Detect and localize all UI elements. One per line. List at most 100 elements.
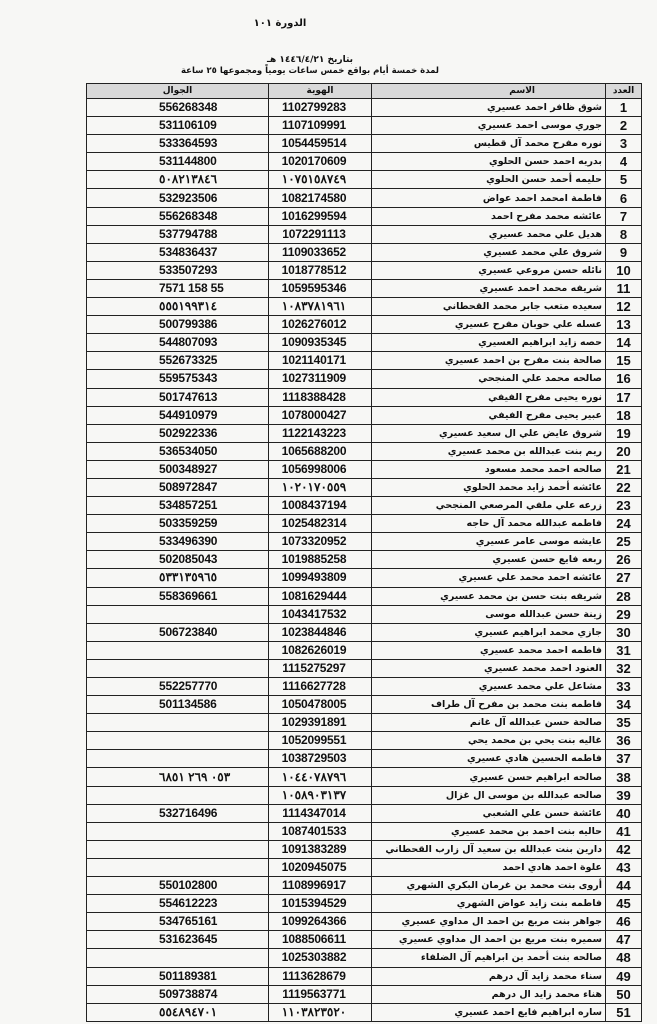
row-mobile: 501747613 xyxy=(86,387,269,407)
row-name: عائشه أحمد زايد محمد الحلوي xyxy=(371,477,606,498)
row-name: علوة احمد هادي احمد xyxy=(371,857,606,878)
row-number: 26 xyxy=(605,550,642,570)
row-number: 7 xyxy=(605,206,642,226)
table-row: 26 ربعه فايع حسن عسيري 1019885258 502085043 xyxy=(86,550,642,570)
row-name: فاطمه عبدالله محمد آل حاجه xyxy=(371,514,606,534)
row-id: 1072291113 xyxy=(268,224,372,244)
row-name: شوق ظافر احمد عسيري xyxy=(371,97,606,118)
table-row: 41 حاليه بنت احمد بن محمد عسيري 1087401533 xyxy=(86,821,642,841)
row-number: 34 xyxy=(605,695,642,715)
row-mobile: 502922336 xyxy=(86,423,269,443)
row-id: 1059595346 xyxy=(268,278,372,299)
table-row: 11 شريفه محمد احمد عسيري 1059595346 55 158 … xyxy=(86,278,642,299)
row-name: فاطمه الحسين هادي عسيري xyxy=(371,749,606,769)
row-name: ربعه فايع حسن عسيري xyxy=(371,550,606,570)
row-mobile: 500348927 xyxy=(86,459,269,479)
row-id: ١٠٨٣٧٨١٩٦١ xyxy=(268,297,372,317)
row-mobile: 501134586 xyxy=(86,695,269,715)
table-row: 4 بدريه احمد حسن الحلوي 1020170609 53114480… xyxy=(86,152,642,172)
row-mobile xyxy=(86,821,269,841)
row-mobile: 509738874 xyxy=(86,984,269,1004)
row-id: 1090935345 xyxy=(268,333,372,353)
row-mobile: ٥٣٣١٣٥٩٦٥ xyxy=(86,568,269,588)
table-row: 16 صالحه محمد علي المنجحي 1027311909 559575… xyxy=(86,369,642,389)
row-number: 16 xyxy=(605,369,642,389)
table-row: 25 عايشه موسى عامر عسيري 1073320952 5334963… xyxy=(86,532,642,552)
row-name: عائشة حسن علي الشعبي xyxy=(371,803,606,823)
row-name: أروى بنت محمد بن غرمان البكري الشهري xyxy=(371,876,606,896)
table-row: 50 هناء محمد زايد ال درهم 1119563771 509738… xyxy=(86,984,642,1004)
table-row: 14 حصه زايد ابراهيم العسيري 1090935345 5448… xyxy=(86,333,642,353)
table-row: 31 فاطمه احمد محمد عسيري 1082626019 xyxy=(86,640,642,660)
row-name: شروق علي محمد عسيري xyxy=(371,242,606,262)
row-name: زينة حسن عبدالله موسى xyxy=(371,604,606,624)
row-number: 11 xyxy=(605,278,642,299)
column-header-number: العدد xyxy=(605,83,642,99)
row-name: جواهر بنت مريع بن احمد ال مداوي عسيري xyxy=(371,912,606,932)
table-row: 48 صالحه بنت أحمد بن ابراهيم آل الضلفاء 10… xyxy=(86,948,642,968)
row-id: 1025303882 xyxy=(268,948,372,968)
row-id: 1052099551 xyxy=(268,731,372,751)
row-number: 41 xyxy=(605,821,642,841)
column-header-mobile: الجوال xyxy=(86,83,269,99)
row-id: 1038729503 xyxy=(268,749,372,769)
row-id: 1116627728 xyxy=(268,676,372,697)
row-id: ١٠٤٤٠٧٨٧٩٦ xyxy=(268,767,372,787)
table-row: 21 صالحه احمد محمد مسعود 1056998006 5003489… xyxy=(86,459,642,479)
row-number: 36 xyxy=(605,731,642,751)
row-mobile xyxy=(86,731,269,751)
table-row: 8 هديل علي محمد عسيري 1072291113 537794788 xyxy=(86,224,642,244)
row-mobile: 531106109 xyxy=(86,116,269,136)
row-number: 27 xyxy=(605,568,642,588)
row-mobile: 531144800 xyxy=(86,152,269,172)
table-row: 20 ريم بنت عبدالله بن محمد عسيري 106568820… xyxy=(86,441,642,461)
row-name: هديل علي محمد عسيري xyxy=(371,224,606,244)
row-number: 35 xyxy=(605,713,642,733)
row-id: 1119563771 xyxy=(268,984,372,1004)
row-number: 20 xyxy=(605,441,642,461)
row-id: 1082174580 xyxy=(268,188,372,208)
row-id: 1008437194 xyxy=(268,496,372,516)
row-name: سناء محمد زايد آل درهم xyxy=(371,966,606,986)
row-id: 1082626019 xyxy=(268,640,372,660)
row-name: صالحه ابراهيم حسن عسيري xyxy=(371,767,606,787)
table-row: 45 فاطمه بنت زايد عواض الشهري 1015394529 55… xyxy=(86,894,642,914)
row-mobile: 533364593 xyxy=(86,134,269,154)
row-mobile xyxy=(86,713,269,733)
row-mobile: 556268348 xyxy=(86,97,269,118)
row-number: 49 xyxy=(605,966,642,986)
row-id: 1065688200 xyxy=(268,441,372,461)
table-row: 43 علوة احمد هادي احمد 1020945075 xyxy=(86,857,642,878)
row-number: 8 xyxy=(605,224,642,244)
row-number: 6 xyxy=(605,188,642,208)
row-name: صالحه عبدالله بن موسى ال غزال xyxy=(371,785,606,805)
row-name: ريم بنت عبدالله بن محمد عسيري xyxy=(371,441,606,461)
row-id: 1020170609 xyxy=(268,152,372,172)
row-mobile xyxy=(86,604,269,624)
row-number: 1 xyxy=(605,97,642,118)
table-row: 13 عسله علي حوبان مفرح عسيري 1026276012 500… xyxy=(86,315,642,335)
row-id: 1081629444 xyxy=(268,586,372,606)
row-number: 19 xyxy=(605,423,642,443)
table-row: 37 فاطمه الحسين هادي عسيري 1038729503 xyxy=(86,749,642,769)
row-id: 1025482314 xyxy=(268,514,372,534)
table-row: 5 حليمه أحمد حسن الحلوي ١٠٧٥١٥٨٧٤٩ ٥٠٨٢١٣٨٤… xyxy=(86,170,642,190)
row-number: 44 xyxy=(605,876,642,896)
table-row: 1 شوق ظافر احمد عسيري 1102799283 556268348 xyxy=(86,97,642,118)
row-mobile: 533496390 xyxy=(86,532,269,552)
column-header-id: الهوية xyxy=(268,83,372,99)
row-number: 30 xyxy=(605,622,642,642)
row-id: 1020945075 xyxy=(268,857,372,878)
row-mobile: ٥٥٥١٩٩٣١٤ xyxy=(86,297,269,317)
table-row: 39 صالحه عبدالله بن موسى ال غزال ١٠٥٨٩٠٣١٣… xyxy=(86,785,642,805)
row-number: 4 xyxy=(605,152,642,172)
table-row: 15 صالحة بنت مفرح بن احمد عسيري 1021140171… xyxy=(86,351,642,371)
row-name: عائشه احمد محمد علي عسيري xyxy=(371,568,606,588)
row-name: شريفه بنت حسن بن محمد عسيري xyxy=(371,586,606,606)
table-row: 2 جوري موسى احمد عسيري 1107109991 531106109 xyxy=(86,116,642,136)
row-mobile: 550102800 xyxy=(86,876,269,896)
row-number: 48 xyxy=(605,948,642,968)
row-name: عسله علي حوبان مفرح عسيري xyxy=(371,315,606,335)
row-id: ١١٠٣٨٢٣٥٢٠ xyxy=(268,1002,372,1022)
table-row: 24 فاطمه عبدالله محمد آل حاجه 1025482314 50… xyxy=(86,514,642,534)
